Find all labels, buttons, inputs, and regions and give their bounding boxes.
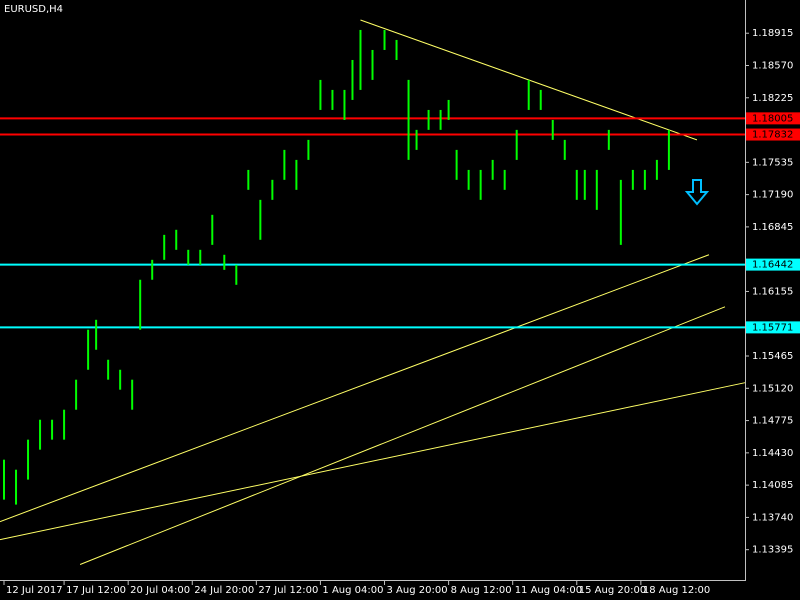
- price-level-tag: [746, 128, 800, 141]
- y-tick-label: 1.18225: [752, 93, 793, 104]
- y-tick-label: 1.14085: [752, 480, 793, 491]
- x-tick-label: 24 Jul 20:00: [194, 585, 254, 596]
- y-tick-label: 1.18915: [752, 28, 793, 39]
- y-tick-label: 1.16845: [752, 222, 793, 233]
- price-level-label: 1.17832: [752, 130, 793, 141]
- y-tick-label: 1.14430: [752, 448, 793, 459]
- price-level-label: 1.15771: [752, 322, 793, 333]
- trend-line: [79, 306, 726, 565]
- y-tick-label: 1.15465: [752, 351, 793, 362]
- y-tick-label: 1.18570: [752, 60, 793, 71]
- y-tick-label: 1.17190: [752, 190, 793, 201]
- y-tick-label: 1.14775: [752, 416, 793, 427]
- trend-line: [0, 254, 710, 523]
- x-tick-label: 12 Jul 2017: [6, 585, 63, 596]
- trend-line: [0, 382, 746, 541]
- y-tick-label: 1.13395: [752, 545, 793, 556]
- price-level-tag: [746, 258, 800, 271]
- x-tick-label: 8 Aug 12:00: [451, 585, 512, 596]
- x-tick-label: 27 Jul 12:00: [258, 585, 318, 596]
- x-tick-label: 11 Aug 04:00: [515, 585, 582, 596]
- x-tick-label: 3 Aug 20:00: [387, 585, 448, 596]
- price-level-tag: [746, 321, 800, 334]
- x-tick-label: 18 Aug 12:00: [643, 585, 710, 596]
- x-tick-label: 20 Jul 04:00: [130, 585, 190, 596]
- plot-area: [0, 19, 746, 565]
- price-level-tag: [746, 112, 800, 125]
- price-level-label: 1.18005: [752, 113, 793, 124]
- y-tick-label: 1.13740: [752, 512, 793, 523]
- y-tick-label: 1.17535: [752, 157, 793, 168]
- x-tick-label: 1 Aug 04:00: [322, 585, 383, 596]
- y-tick-label: 1.16155: [752, 286, 793, 297]
- x-tick-label: 17 Jul 12:00: [66, 585, 126, 596]
- price-level-label: 1.16442: [752, 260, 793, 271]
- y-tick-label: 1.15120: [752, 383, 793, 394]
- sell-arrow: [684, 179, 710, 206]
- chart-title: EURUSD,H4: [4, 4, 63, 15]
- x-tick-label: 15 Aug 20:00: [579, 585, 646, 596]
